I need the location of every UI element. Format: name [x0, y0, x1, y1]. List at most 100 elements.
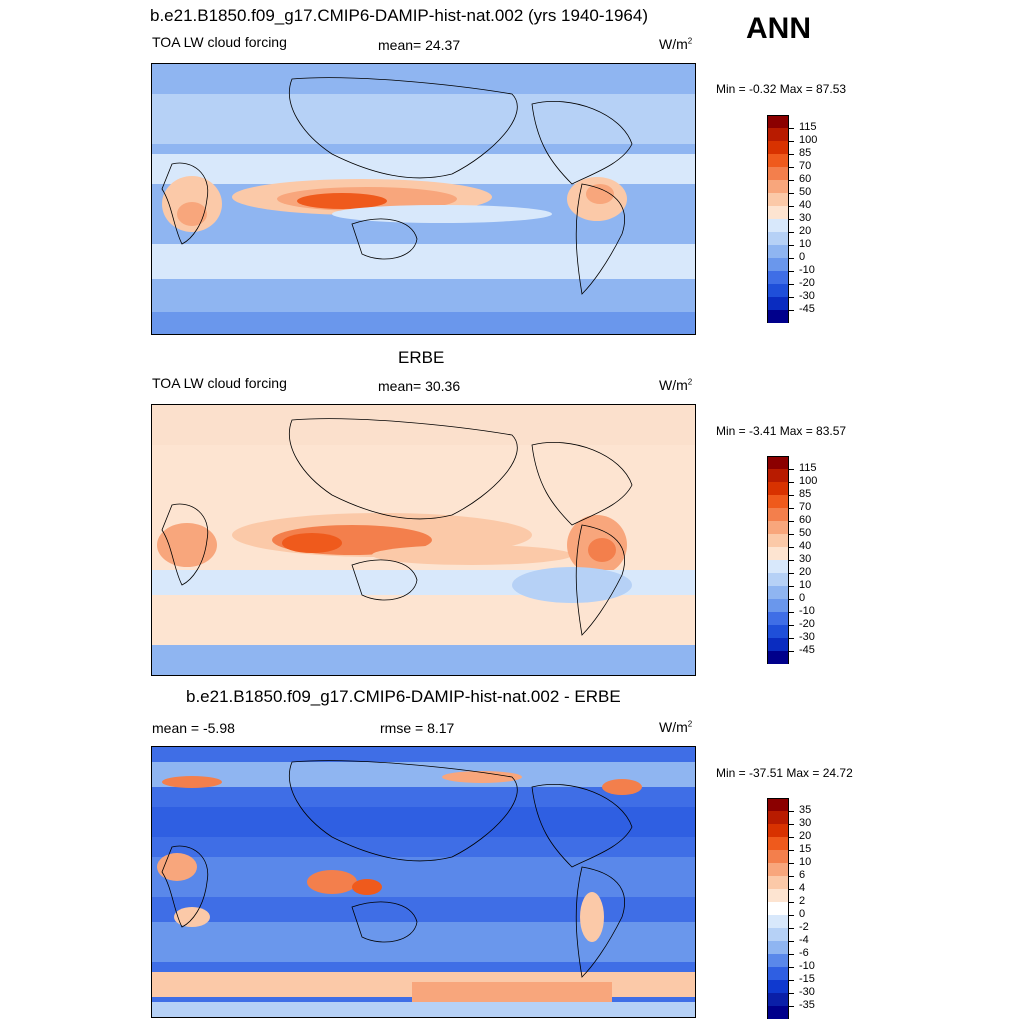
colorbar-tick — [789, 141, 794, 142]
colorbar-cell — [767, 456, 789, 469]
colorbar-tick — [789, 915, 794, 916]
colorbar-label: -20 — [799, 277, 815, 289]
colorbar-cell — [767, 245, 789, 258]
colorbar-label: 70 — [799, 160, 812, 172]
panel3-rmse-label: rmse = 8.17 — [380, 720, 455, 736]
colorbar-tick — [789, 993, 794, 994]
panel2-colorbar: 115 100 85 70 60 50 40 30 20 10 0 -10 -20 -30 -45 — [767, 456, 817, 664]
panel2-mean-label: mean= 30.36 — [378, 378, 461, 394]
colorbar-tick — [789, 154, 794, 155]
panel2-title: ERBE — [398, 348, 445, 367]
colorbar-tick — [789, 297, 794, 298]
panel1-minmax: Min = -0.32 Max = 87.53 — [716, 82, 847, 96]
panel2-colorbar-cells: 115 100 85 70 60 50 40 30 20 10 0 -10 -20 -30 -45 — [767, 456, 817, 664]
colorbar-tick — [789, 534, 794, 535]
colorbar-tick — [789, 612, 794, 613]
colorbar-tick — [789, 599, 794, 600]
colorbar-cell — [767, 521, 789, 534]
panel3-colorbar-cells: 35 30 20 15 10 6 4 2 0 -2 -4 -6 -10 -15 -30 -35 — [767, 798, 815, 1019]
colorbar-label: -35 — [799, 999, 815, 1011]
panel3-colorbar: 35 30 20 15 10 6 4 2 0 -2 -4 -6 -10 -15 -30 -35 — [767, 798, 815, 1019]
colorbar-tick — [789, 928, 794, 929]
colorbar-label: -15 — [799, 973, 815, 985]
season-label: ANN — [746, 12, 811, 45]
colorbar-cell — [767, 180, 789, 193]
colorbar-label: -10 — [799, 264, 815, 276]
colorbar-label: 70 — [799, 501, 812, 513]
colorbar-cell — [767, 271, 789, 284]
colorbar-label: 20 — [799, 566, 812, 578]
colorbar-tick — [789, 206, 794, 207]
colorbar-cell — [767, 612, 789, 625]
colorbar-label: 30 — [799, 553, 812, 565]
colorbar-label: -30 — [799, 290, 815, 302]
colorbar-cell — [767, 811, 789, 824]
colorbar-cell — [767, 850, 789, 863]
panel3-map — [151, 746, 696, 1018]
colorbar-tick — [789, 271, 794, 272]
colorbar-label: 0 — [799, 592, 806, 604]
colorbar-label: 115 — [799, 121, 817, 133]
panel2-map-svg — [152, 405, 695, 675]
colorbar-cell — [767, 534, 789, 547]
colorbar-cell — [767, 495, 789, 508]
colorbar-label: 10 — [799, 238, 812, 250]
colorbar-cell — [767, 837, 789, 850]
colorbar-tick — [789, 625, 794, 626]
colorbar-tick — [789, 232, 794, 233]
colorbar-label: 20 — [799, 225, 812, 237]
colorbar-tick — [789, 258, 794, 259]
colorbar-label: 0 — [799, 908, 806, 920]
colorbar-cell — [767, 128, 789, 141]
panel1-units: W/m2 — [659, 36, 693, 52]
colorbar-cell — [767, 599, 789, 612]
colorbar-label: -45 — [799, 644, 815, 656]
colorbar-cell — [767, 193, 789, 206]
colorbar-tick — [789, 638, 794, 639]
colorbar-label: 35 — [799, 804, 812, 816]
colorbar-cell — [767, 115, 789, 128]
panel1-colorbar: 115 100 85 70 60 50 40 30 20 10 0 -10 -20 -30 -45 — [767, 115, 817, 323]
colorbar-cell — [767, 967, 789, 980]
colorbar-cell — [767, 482, 789, 495]
panel1-colorbar-cells: 115 100 85 70 60 50 40 30 20 10 0 -10 -20 -30 -45 — [767, 115, 817, 323]
colorbar-label: 50 — [799, 186, 812, 198]
colorbar-label: 40 — [799, 540, 812, 552]
colorbar-tick — [789, 521, 794, 522]
panel2-units: W/m2 — [659, 377, 693, 393]
colorbar-label: 40 — [799, 199, 812, 211]
panel1-mean-label: mean= 24.37 — [378, 37, 461, 53]
colorbar-label: 85 — [799, 488, 812, 500]
colorbar-tick — [789, 1006, 794, 1007]
colorbar-cell — [767, 980, 789, 993]
colorbar-tick — [789, 967, 794, 968]
colorbar-cell — [767, 219, 789, 232]
panel3-map-svg — [152, 747, 695, 1017]
colorbar-cell — [767, 586, 789, 599]
colorbar-cell — [767, 258, 789, 271]
colorbar-label: 2 — [799, 895, 806, 907]
colorbar-cell — [767, 206, 789, 219]
colorbar-label: 115 — [799, 462, 817, 474]
colorbar-tick — [789, 245, 794, 246]
colorbar-cell — [767, 798, 789, 811]
colorbar-label: 100 — [799, 134, 818, 146]
colorbar-tick — [789, 482, 794, 483]
colorbar-label: 100 — [799, 475, 818, 487]
panel3-units: W/m2 — [659, 719, 693, 735]
colorbar-label: -6 — [799, 947, 809, 959]
colorbar-label: 20 — [799, 830, 812, 842]
colorbar-cell — [767, 1006, 789, 1019]
colorbar-label: 10 — [799, 579, 812, 591]
colorbar-cell — [767, 889, 789, 902]
colorbar-cell — [767, 573, 789, 586]
colorbar-tick — [789, 811, 794, 812]
colorbar-cell — [767, 902, 789, 915]
panel1-map — [151, 63, 696, 335]
colorbar-cell — [767, 167, 789, 180]
panel3-mean-label: mean = -5.98 — [152, 720, 235, 736]
panel3-minmax: Min = -37.51 Max = 24.72 — [716, 766, 853, 780]
colorbar-label: 4 — [799, 882, 806, 894]
colorbar-tick — [789, 167, 794, 168]
colorbar-cell — [767, 876, 789, 889]
